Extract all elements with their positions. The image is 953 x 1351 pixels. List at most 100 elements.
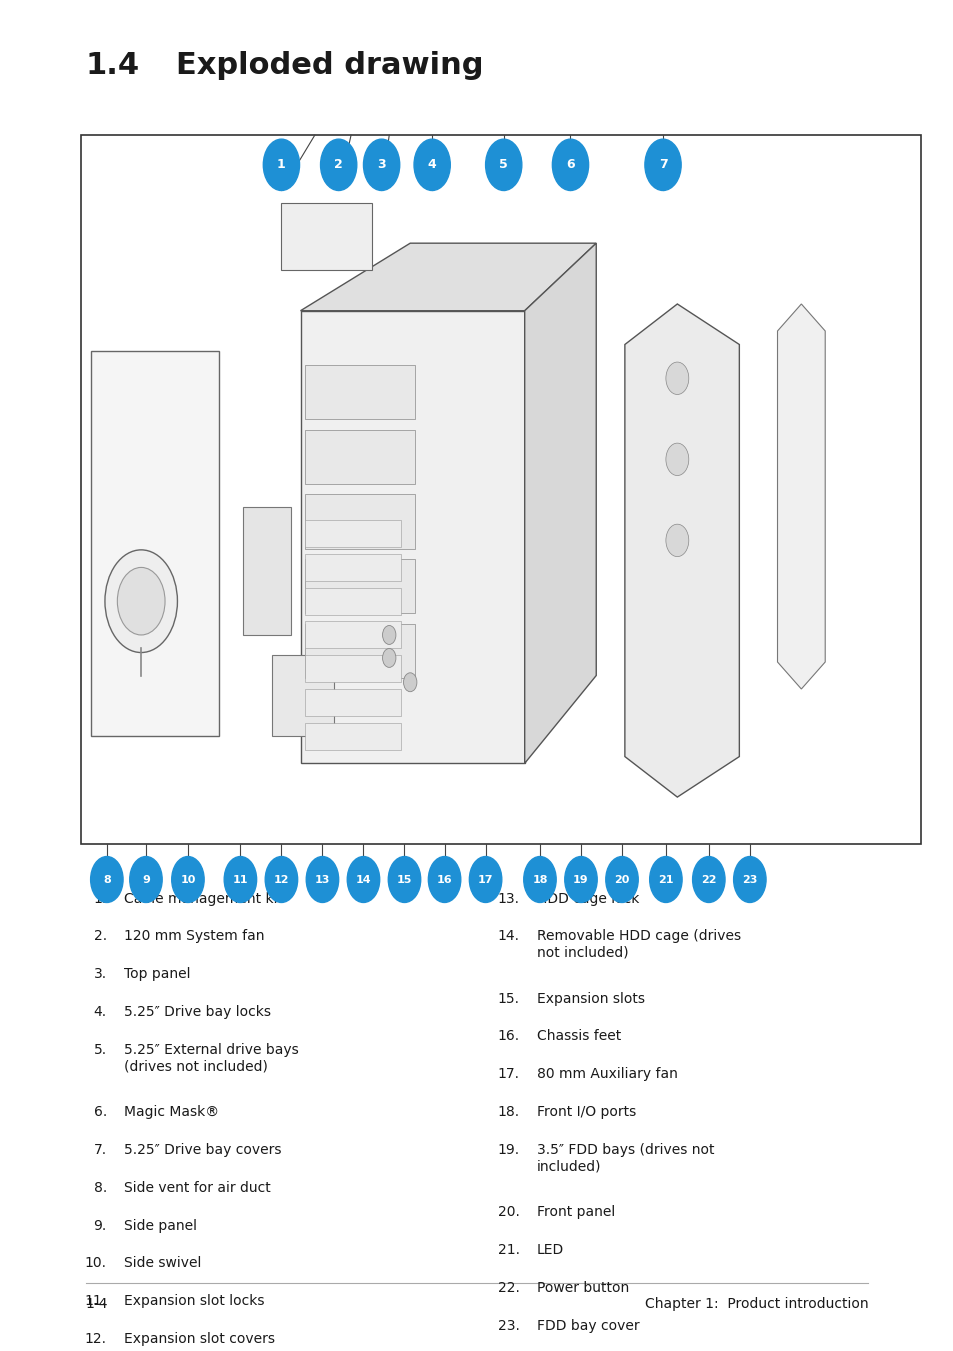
- Text: 5.: 5.: [93, 1043, 107, 1056]
- Text: FDD bay cover: FDD bay cover: [537, 1319, 639, 1332]
- Text: Expansion slot covers: Expansion slot covers: [124, 1332, 274, 1346]
- Circle shape: [552, 139, 588, 190]
- Text: Cable management kit: Cable management kit: [124, 892, 283, 905]
- Text: 10: 10: [180, 874, 195, 885]
- Circle shape: [388, 857, 420, 902]
- Text: Chassis feet: Chassis feet: [537, 1029, 620, 1043]
- Text: 23: 23: [741, 874, 757, 885]
- Circle shape: [605, 857, 638, 902]
- Text: 3.: 3.: [93, 967, 107, 981]
- Circle shape: [665, 524, 688, 557]
- Text: 1.4: 1.4: [86, 51, 140, 80]
- Text: 13: 13: [314, 874, 330, 885]
- Text: Side panel: Side panel: [124, 1219, 197, 1232]
- Polygon shape: [777, 304, 824, 689]
- Circle shape: [117, 567, 165, 635]
- Text: Expansion slot locks: Expansion slot locks: [124, 1294, 264, 1308]
- Text: 19: 19: [573, 874, 588, 885]
- Text: HDD cage lock: HDD cage lock: [537, 892, 639, 905]
- FancyBboxPatch shape: [91, 351, 219, 736]
- Text: Front I/O ports: Front I/O ports: [537, 1105, 636, 1119]
- FancyBboxPatch shape: [305, 624, 415, 678]
- FancyBboxPatch shape: [305, 621, 400, 648]
- Text: 11.: 11.: [85, 1294, 107, 1308]
- Circle shape: [414, 139, 450, 190]
- FancyBboxPatch shape: [300, 311, 524, 763]
- Circle shape: [265, 857, 297, 902]
- Polygon shape: [624, 304, 739, 797]
- Circle shape: [91, 857, 123, 902]
- Circle shape: [665, 443, 688, 476]
- Circle shape: [644, 139, 680, 190]
- Text: 16: 16: [436, 874, 452, 885]
- Text: 18.: 18.: [497, 1105, 519, 1119]
- FancyBboxPatch shape: [305, 655, 400, 682]
- Circle shape: [320, 139, 356, 190]
- Text: 19.: 19.: [497, 1143, 519, 1156]
- Text: 17: 17: [477, 874, 493, 885]
- Text: 1-4: 1-4: [86, 1297, 109, 1310]
- Text: Front panel: Front panel: [537, 1205, 615, 1219]
- Text: 80 mm Auxiliary fan: 80 mm Auxiliary fan: [537, 1067, 678, 1081]
- Circle shape: [263, 139, 299, 190]
- Circle shape: [469, 857, 501, 902]
- Text: 7: 7: [658, 158, 667, 172]
- Text: Side swivel: Side swivel: [124, 1256, 201, 1270]
- Circle shape: [382, 626, 395, 644]
- Circle shape: [485, 139, 521, 190]
- Circle shape: [105, 550, 177, 653]
- FancyBboxPatch shape: [305, 365, 415, 419]
- Text: 20: 20: [614, 874, 629, 885]
- Text: 20.: 20.: [497, 1205, 519, 1219]
- Text: 14: 14: [355, 874, 371, 885]
- Text: Magic Mask®: Magic Mask®: [124, 1105, 219, 1119]
- Circle shape: [382, 648, 395, 667]
- Polygon shape: [300, 243, 596, 311]
- Text: 6.: 6.: [93, 1105, 107, 1119]
- Circle shape: [172, 857, 204, 902]
- Text: 16.: 16.: [497, 1029, 519, 1043]
- Circle shape: [665, 362, 688, 394]
- Text: LED: LED: [537, 1243, 564, 1256]
- Circle shape: [363, 139, 399, 190]
- Text: 6: 6: [565, 158, 575, 172]
- Circle shape: [733, 857, 765, 902]
- Circle shape: [224, 857, 256, 902]
- Circle shape: [403, 673, 416, 692]
- Text: 9.: 9.: [93, 1219, 107, 1232]
- Text: 21.: 21.: [497, 1243, 519, 1256]
- Text: Power button: Power button: [537, 1281, 629, 1294]
- Text: 12: 12: [274, 874, 289, 885]
- Text: 14.: 14.: [497, 929, 519, 943]
- Text: Chapter 1:  Product introduction: Chapter 1: Product introduction: [644, 1297, 867, 1310]
- FancyBboxPatch shape: [281, 203, 372, 270]
- Text: 11: 11: [233, 874, 248, 885]
- Text: 2: 2: [334, 158, 343, 172]
- FancyBboxPatch shape: [305, 723, 400, 750]
- Polygon shape: [524, 243, 596, 763]
- Text: 7.: 7.: [93, 1143, 107, 1156]
- Text: 22.: 22.: [497, 1281, 519, 1294]
- FancyBboxPatch shape: [305, 559, 415, 613]
- Text: 15: 15: [396, 874, 412, 885]
- Text: 5.25″ External drive bays
(drives not included): 5.25″ External drive bays (drives not in…: [124, 1043, 298, 1073]
- Text: 1: 1: [276, 158, 286, 172]
- FancyBboxPatch shape: [305, 520, 400, 547]
- Text: Removable HDD cage (drives
not included): Removable HDD cage (drives not included): [537, 929, 740, 959]
- FancyBboxPatch shape: [305, 588, 400, 615]
- Text: 9: 9: [142, 874, 150, 885]
- Text: 18: 18: [532, 874, 547, 885]
- Text: 120 mm System fan: 120 mm System fan: [124, 929, 264, 943]
- FancyBboxPatch shape: [243, 507, 291, 635]
- Text: 13.: 13.: [497, 892, 519, 905]
- Text: 4: 4: [427, 158, 436, 172]
- Circle shape: [692, 857, 724, 902]
- Text: 4.: 4.: [93, 1005, 107, 1019]
- Circle shape: [564, 857, 597, 902]
- FancyBboxPatch shape: [305, 689, 400, 716]
- Text: 3.5″ FDD bays (drives not
included): 3.5″ FDD bays (drives not included): [537, 1143, 714, 1173]
- Text: 8: 8: [103, 874, 111, 885]
- Text: Exploded drawing: Exploded drawing: [176, 51, 483, 80]
- Circle shape: [523, 857, 556, 902]
- Text: Top panel: Top panel: [124, 967, 191, 981]
